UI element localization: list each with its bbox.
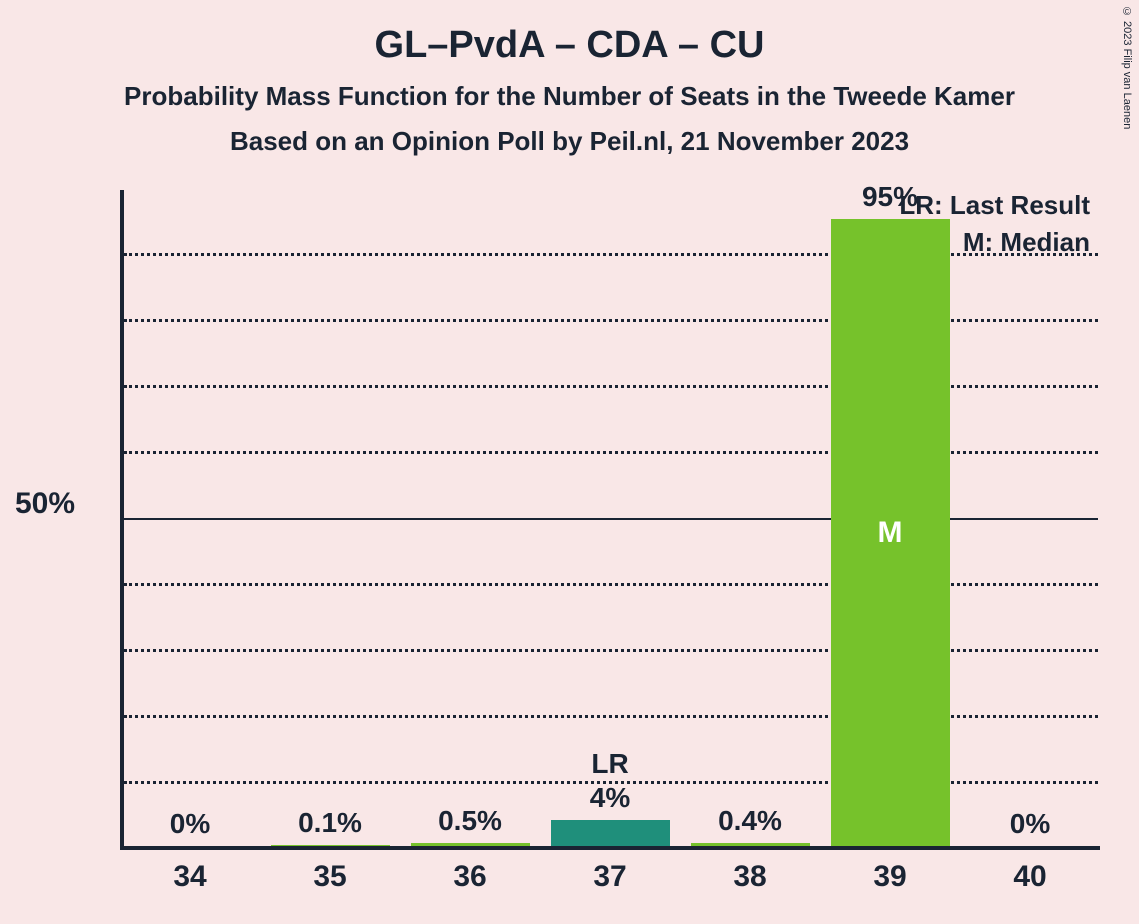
- gridline: [124, 715, 1098, 718]
- y-axis: [120, 190, 124, 850]
- y-tick-label: 50%: [15, 487, 75, 521]
- x-tick-label: 40: [1013, 860, 1046, 894]
- gridline: [124, 518, 1098, 520]
- bar: 0.1%: [271, 845, 390, 846]
- bar: 4%LR: [551, 820, 670, 846]
- copyright-text: © 2023 Filip van Laenen: [1121, 6, 1133, 129]
- bar-value-label: 0.4%: [718, 805, 782, 843]
- bar-value-label: 95%: [862, 181, 918, 219]
- x-tick-label: 36: [453, 860, 486, 894]
- legend-lr: LR: Last Result: [899, 190, 1090, 221]
- gridline: [124, 385, 1098, 388]
- chart-subtitle-2: Based on an Opinion Poll by Peil.nl, 21 …: [0, 112, 1139, 157]
- x-tick-label: 37: [593, 860, 626, 894]
- x-tick-label: 35: [313, 860, 346, 894]
- lr-marker: LR: [591, 748, 628, 820]
- gridline: [124, 451, 1098, 454]
- bar: 0.5%: [411, 843, 530, 846]
- bar: 0.4%: [691, 843, 810, 846]
- gridline: [124, 319, 1098, 322]
- bar: 95%M: [831, 219, 950, 846]
- gridline: [124, 649, 1098, 652]
- x-tick-label: 34: [173, 860, 206, 894]
- bar-value-label: 0.5%: [438, 805, 502, 843]
- bar-value-label: 0%: [1010, 808, 1050, 846]
- bar-value-label: 0.1%: [298, 807, 362, 845]
- gridline: [124, 583, 1098, 586]
- x-tick-label: 39: [873, 860, 906, 894]
- chart-plot-area: LR: Last Result M: Median 50%0%340.1%350…: [120, 190, 1100, 850]
- median-marker: M: [878, 516, 903, 550]
- bar-value-label: 0%: [170, 808, 210, 846]
- chart-title: GL–PvdA – CDA – CU: [0, 0, 1139, 67]
- chart-subtitle-1: Probability Mass Function for the Number…: [0, 67, 1139, 112]
- x-axis: [120, 846, 1100, 850]
- x-tick-label: 38: [733, 860, 766, 894]
- gridline: [124, 253, 1098, 256]
